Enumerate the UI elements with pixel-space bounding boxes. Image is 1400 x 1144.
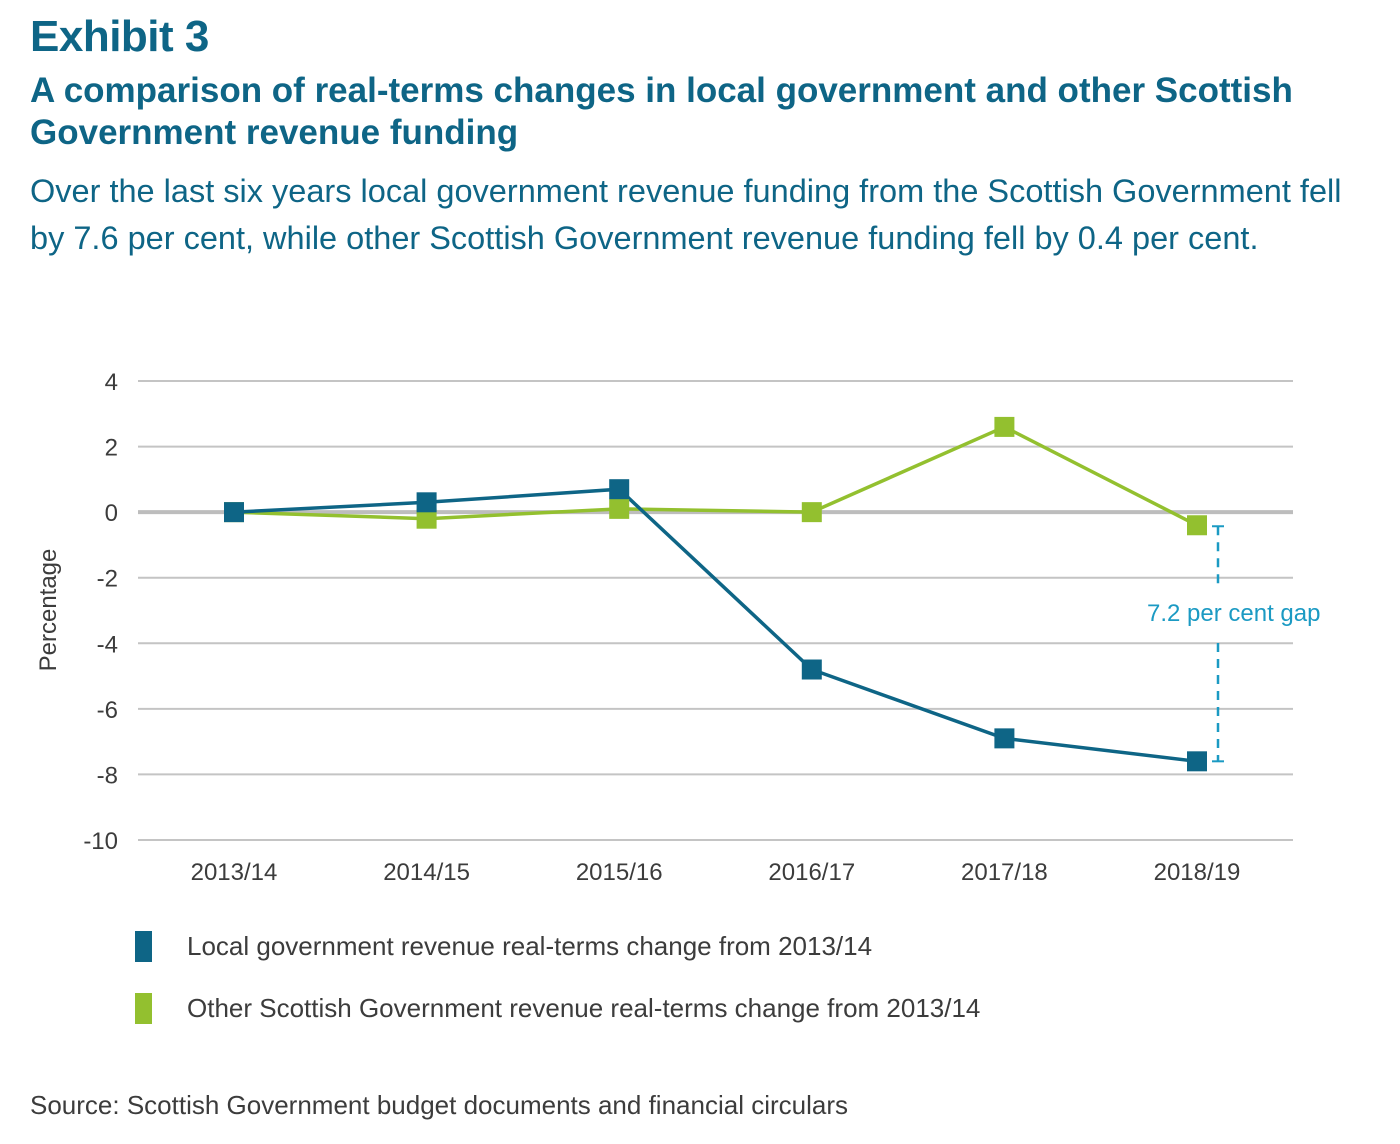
legend-item-local: Local government revenue real-terms chan… <box>135 930 980 962</box>
source-note: Source: Scottish Government budget docum… <box>30 1090 848 1120</box>
x-tick-label: 2017/18 <box>961 859 1048 886</box>
legend-label-other: Other Scottish Government revenue real-t… <box>187 992 981 1023</box>
y-tick-label: -10 <box>83 828 118 855</box>
legend-swatch-local <box>135 930 152 962</box>
data-point-local <box>416 492 437 513</box>
legend-item-other: Other Scottish Government revenue real-t… <box>135 992 980 1024</box>
data-point-other <box>994 416 1015 437</box>
data-point-other <box>1187 515 1207 536</box>
series-line-local <box>233 487 1198 764</box>
y-tick-label: 0 <box>105 500 118 527</box>
y-axis-ticks: 4 2 0 -2 -4 -6 -8 -10 <box>83 369 118 855</box>
x-axis-ticks: 2013/14 2014/15 2015/16 2016/17 2017/18 2018/… <box>191 859 1241 886</box>
gap-annotation: 7.2 per cent gap <box>1147 525 1320 763</box>
legend: Local government revenue real-terms chan… <box>135 930 980 1054</box>
y-tick-label: -4 <box>97 631 118 658</box>
data-point-local <box>609 479 630 500</box>
x-tick-label: 2013/14 <box>191 859 278 886</box>
x-tick-label: 2014/15 <box>383 859 470 886</box>
data-point-local <box>801 659 822 680</box>
chart-subtitle: Over the last six years local government… <box>30 173 1342 256</box>
series-line-other <box>233 424 1198 527</box>
x-tick-label: 2016/17 <box>768 859 855 886</box>
y-tick-label: -8 <box>97 762 118 789</box>
legend-swatch-other <box>135 992 152 1024</box>
y-tick-label: 4 <box>105 369 118 396</box>
chart-title: A comparison of real-terms changes in lo… <box>30 71 1293 152</box>
data-point-other <box>609 498 630 519</box>
data-point-local <box>1187 751 1207 772</box>
gridlines <box>138 380 1293 841</box>
y-tick-label: -2 <box>97 566 118 593</box>
y-tick-label: 2 <box>105 435 118 462</box>
data-point-other <box>801 502 822 523</box>
y-axis-title: Percentage <box>35 549 62 672</box>
annotation-label: 7.2 per cent gap <box>1147 600 1320 627</box>
y-tick-label: -6 <box>97 697 118 724</box>
x-tick-label: 2018/19 <box>1154 859 1241 886</box>
legend-label-local: Local government revenue real-terms chan… <box>187 930 873 961</box>
data-point-local <box>994 728 1015 749</box>
series-group <box>224 416 1207 772</box>
exhibit-number: Exhibit 3 <box>30 12 209 61</box>
x-tick-label: 2015/16 <box>576 859 663 886</box>
data-point-other <box>416 508 437 529</box>
data-point-local <box>224 502 244 523</box>
